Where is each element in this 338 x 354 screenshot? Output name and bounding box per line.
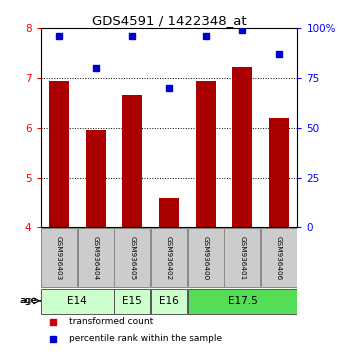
Text: GSM936400: GSM936400	[203, 235, 209, 280]
Bar	[41, 289, 114, 314]
Bar	[269, 118, 289, 228]
Text: E16: E16	[159, 296, 179, 306]
Text: GSM936402: GSM936402	[166, 235, 172, 280]
Text: GSM936405: GSM936405	[129, 235, 135, 280]
Text: percentile rank within the sample: percentile rank within the sample	[69, 334, 222, 343]
Bar	[49, 81, 69, 228]
Bar	[122, 95, 142, 228]
Text: GSM936404: GSM936404	[93, 235, 99, 280]
Bar	[41, 228, 77, 287]
Bar	[86, 130, 106, 228]
Text: GSM936403: GSM936403	[56, 235, 62, 280]
Bar	[261, 228, 297, 287]
Text: E14: E14	[67, 296, 87, 306]
Bar	[78, 228, 114, 287]
Text: age: age	[20, 296, 37, 306]
Bar	[114, 228, 150, 287]
Text: age: age	[19, 296, 36, 306]
Bar	[151, 289, 187, 314]
Text: GSM936406: GSM936406	[276, 235, 282, 280]
Bar	[159, 198, 179, 228]
Bar	[188, 289, 297, 314]
Text: E15: E15	[122, 296, 142, 306]
Bar	[151, 228, 187, 287]
Bar	[232, 67, 252, 228]
Text: transformed count: transformed count	[69, 318, 153, 326]
Bar	[114, 289, 150, 314]
Bar	[196, 81, 216, 228]
Text: GSM936401: GSM936401	[239, 235, 245, 280]
Title: GDS4591 / 1422348_at: GDS4591 / 1422348_at	[92, 14, 246, 27]
Bar	[188, 228, 224, 287]
Bar	[224, 228, 260, 287]
Text: E17.5: E17.5	[227, 296, 257, 306]
